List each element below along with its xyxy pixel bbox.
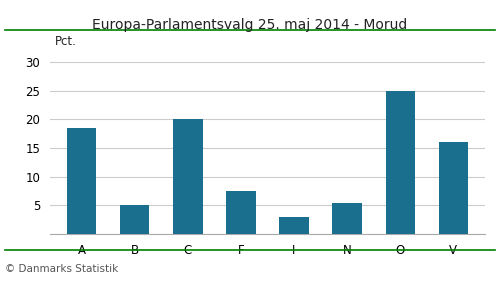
Bar <box>226 191 256 234</box>
Bar <box>67 127 96 234</box>
Bar <box>438 142 468 234</box>
Bar <box>174 120 203 234</box>
Bar <box>120 205 150 234</box>
Text: © Danmarks Statistik: © Danmarks Statistik <box>5 264 118 274</box>
Bar <box>280 217 308 234</box>
Bar <box>386 91 414 234</box>
Text: Europa-Parlamentsvalg 25. maj 2014 - Morud: Europa-Parlamentsvalg 25. maj 2014 - Mor… <box>92 18 407 32</box>
Bar <box>332 202 362 234</box>
Text: Pct.: Pct. <box>56 35 77 48</box>
